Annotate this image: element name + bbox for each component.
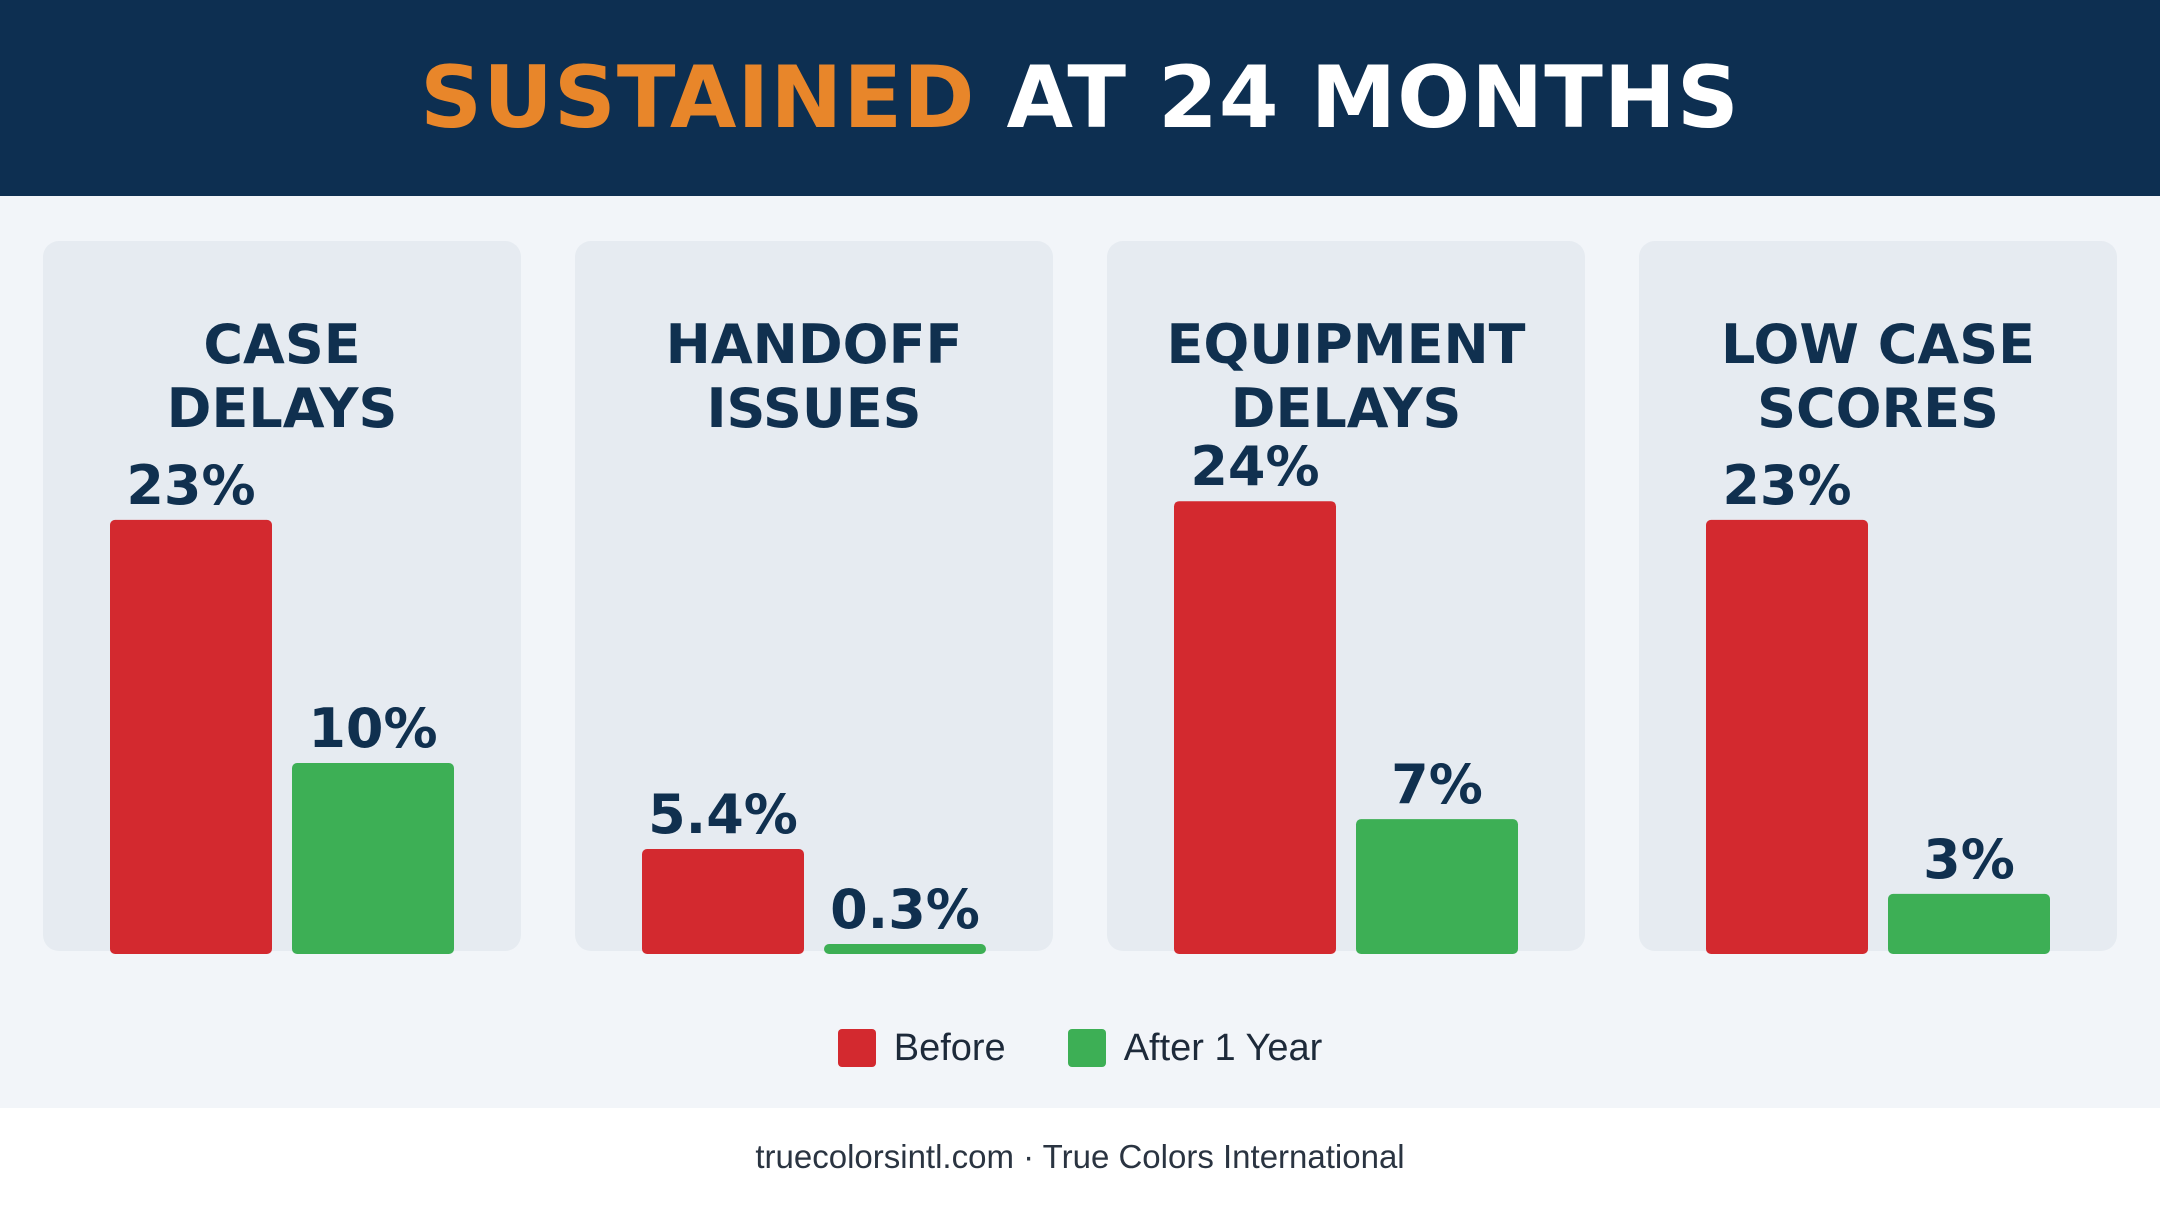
- bar-low-case-scores-after: [1888, 893, 2050, 954]
- bars-svg: 23% 10% 5.4% 0.3% 24% 7% 23% 3%: [110, 435, 2050, 954]
- data-label-handoff-issues-before: 5.4%: [648, 783, 798, 846]
- bar-case-delays-before: [110, 519, 272, 954]
- category-label: EQUIPMENT DELAYS: [1166, 313, 1526, 440]
- legend-swatch-before: [837, 1029, 876, 1067]
- data-label-equipment-delays-after: 7%: [1391, 753, 1483, 816]
- legend: Before After 1 Year: [0, 1018, 2160, 1078]
- category-label: HANDOFF ISSUES: [665, 313, 963, 440]
- data-label-low-case-scores-before: 23%: [1722, 454, 1851, 517]
- panel-handoff-issues: HANDOFF ISSUES: [575, 241, 1053, 951]
- bar-equipment-delays-before: [1174, 501, 1336, 954]
- category-label: LOW CASE SCORES: [1721, 313, 2035, 440]
- page-title: SUSTAINED AT 24 MONTHS: [420, 48, 1740, 148]
- data-label-case-delays-after: 10%: [308, 697, 437, 760]
- bar-handoff-issues-before: [642, 849, 804, 954]
- bar-handoff-issues-after: [824, 944, 986, 954]
- legend-label-before: Before: [893, 1026, 1006, 1069]
- bar-equipment-delays-after: [1356, 819, 1518, 954]
- data-label-low-case-scores-after: 3%: [1923, 828, 2015, 891]
- legend-item-after: After 1 Year: [1067, 1026, 1323, 1070]
- footer-text: truecolorsintl.com · True Colors Interna…: [755, 1138, 1405, 1175]
- legend-item-before: Before: [837, 1026, 1006, 1070]
- legend-swatch-after: [1067, 1029, 1106, 1067]
- data-label-handoff-issues-after: 0.3%: [830, 878, 980, 941]
- legend-label-after: After 1 Year: [1123, 1026, 1323, 1069]
- bar-low-case-scores-before: [1706, 519, 1868, 954]
- data-label-case-delays-before: 23%: [126, 454, 255, 517]
- category-label: CASE DELAYS: [166, 313, 398, 440]
- header-banner: SUSTAINED AT 24 MONTHS: [0, 0, 2160, 196]
- title-accent: SUSTAINED: [420, 48, 976, 148]
- title-rest: AT 24 MONTHS: [1006, 48, 1740, 148]
- footer: truecolorsintl.com · True Colors Interna…: [0, 1108, 2160, 1206]
- bar-case-delays-after: [292, 763, 454, 954]
- chart-area: CASE DELAYS HANDOFF ISSUES EQUIPMENT DEL…: [0, 196, 2160, 1108]
- data-label-equipment-delays-before: 24%: [1190, 435, 1319, 498]
